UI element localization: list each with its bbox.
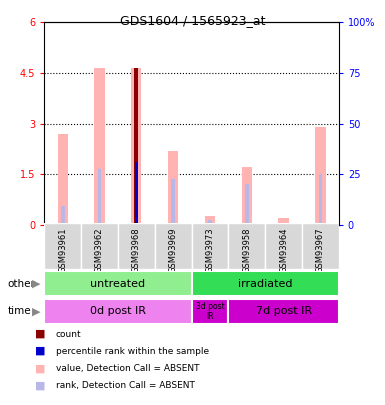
Bar bbox=[228, 299, 339, 324]
Bar bbox=[192, 299, 228, 324]
Bar bbox=[44, 271, 192, 296]
Text: percentile rank within the sample: percentile rank within the sample bbox=[56, 347, 209, 356]
Bar bbox=[245, 184, 249, 225]
Text: ▶: ▶ bbox=[32, 279, 40, 289]
Bar bbox=[134, 190, 138, 225]
Bar bbox=[44, 299, 192, 324]
Bar bbox=[81, 223, 118, 269]
Bar bbox=[61, 206, 65, 225]
Bar bbox=[135, 162, 137, 225]
Bar bbox=[265, 223, 302, 269]
Bar bbox=[171, 179, 175, 225]
Text: ■: ■ bbox=[35, 346, 45, 356]
Text: 3d post
IR: 3d post IR bbox=[196, 302, 224, 321]
Text: GSM93968: GSM93968 bbox=[132, 228, 141, 273]
Bar bbox=[94, 68, 105, 225]
Text: GDS1604 / 1565923_at: GDS1604 / 1565923_at bbox=[120, 14, 265, 27]
Bar bbox=[208, 220, 212, 225]
Bar bbox=[131, 68, 141, 225]
Bar bbox=[228, 223, 265, 269]
Text: irradiated: irradiated bbox=[238, 279, 293, 289]
Bar bbox=[302, 223, 339, 269]
Text: GSM93958: GSM93958 bbox=[242, 228, 251, 273]
Bar bbox=[315, 127, 326, 225]
Text: time: time bbox=[8, 307, 31, 316]
Bar bbox=[192, 271, 339, 296]
Text: untreated: untreated bbox=[90, 279, 146, 289]
Bar bbox=[278, 218, 289, 225]
Text: GSM93961: GSM93961 bbox=[58, 228, 67, 273]
Bar bbox=[318, 174, 322, 225]
Text: ■: ■ bbox=[35, 329, 45, 339]
Text: value, Detection Call = ABSENT: value, Detection Call = ABSENT bbox=[56, 364, 199, 373]
Bar bbox=[134, 68, 138, 225]
Text: ▶: ▶ bbox=[32, 307, 40, 316]
Bar bbox=[155, 223, 192, 269]
Bar bbox=[57, 134, 68, 225]
Text: GSM93962: GSM93962 bbox=[95, 228, 104, 273]
Text: rank, Detection Call = ABSENT: rank, Detection Call = ABSENT bbox=[56, 381, 195, 390]
Bar bbox=[44, 223, 81, 269]
Text: ■: ■ bbox=[35, 363, 45, 373]
Text: GSM93969: GSM93969 bbox=[169, 228, 177, 273]
Bar bbox=[242, 167, 252, 225]
Bar bbox=[98, 169, 101, 225]
Bar bbox=[118, 223, 155, 269]
Text: ■: ■ bbox=[35, 380, 45, 390]
Text: 7d post IR: 7d post IR bbox=[256, 307, 311, 316]
Bar bbox=[192, 223, 228, 269]
Text: count: count bbox=[56, 330, 82, 339]
Text: other: other bbox=[8, 279, 35, 289]
Bar bbox=[205, 215, 215, 225]
Text: GSM93973: GSM93973 bbox=[206, 228, 214, 273]
Text: GSM93967: GSM93967 bbox=[316, 228, 325, 273]
Text: 0d post IR: 0d post IR bbox=[90, 307, 146, 316]
Bar bbox=[168, 151, 178, 225]
Text: GSM93964: GSM93964 bbox=[279, 228, 288, 273]
